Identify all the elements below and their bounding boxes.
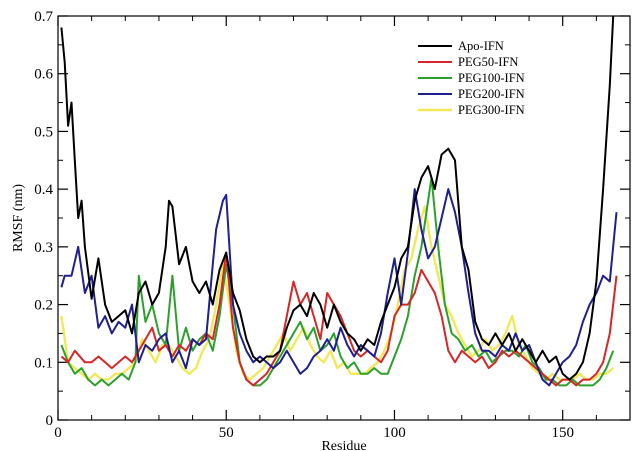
y-tick-label: 0.4: [34, 182, 53, 198]
legend-label: PEG100-IFN: [458, 71, 525, 85]
plot-frame-layer: [57, 15, 631, 421]
series-layer: [60, 16, 618, 387]
plot-frame: [57, 15, 631, 421]
legend: Apo-IFN PEG50-IFN PEG100-IFN PEG200-IFN PEG3…: [418, 39, 525, 117]
y-tick-label: 0.3: [34, 240, 53, 256]
series-line-apo-ifn: [60, 16, 615, 381]
x-tick-label: 100: [383, 425, 406, 441]
y-tick-label: 0.7: [34, 9, 53, 25]
legend-label: PEG200-IFN: [458, 87, 525, 101]
y-axis-title: RMSF (nm): [11, 184, 26, 252]
legend-label: Apo-IFN: [458, 39, 504, 53]
y-tick-label: 0.6: [34, 67, 53, 83]
x-tick-label: 50: [219, 425, 234, 441]
y-tick-label: 0: [46, 413, 54, 429]
y-tick-label: 0.5: [34, 124, 53, 140]
legend-label: PEG50-IFN: [458, 55, 518, 69]
y-tick-label: 0.2: [34, 298, 53, 314]
x-tick-label: 0: [54, 425, 62, 441]
y-tick-label: 0.1: [34, 355, 53, 371]
series-line-peg200-ifn: [60, 188, 618, 387]
x-axis-title: Residue: [321, 439, 366, 451]
tick-layer: 0 50 100 150 0 0.1 0.2 0.3 0.4 0.5 0.6 0.7: [34, 9, 630, 441]
legend-label: PEG300-IFN: [458, 103, 525, 117]
x-tick-label: 150: [551, 425, 574, 441]
